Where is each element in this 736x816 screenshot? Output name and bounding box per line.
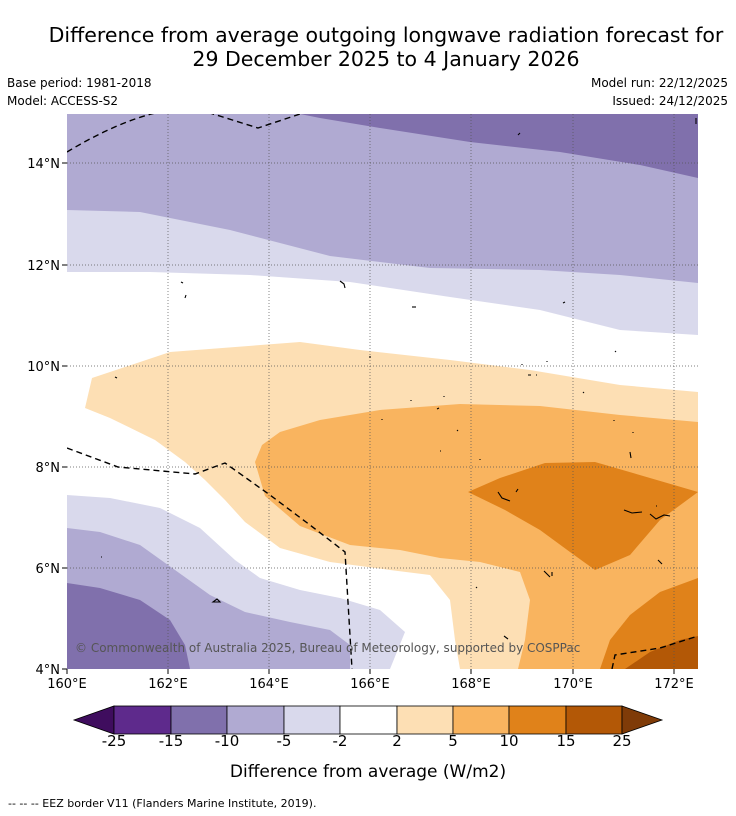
copyright-notice: © Commonwealth of Australia 2025, Bureau…	[75, 641, 581, 655]
model-name: Model: ACCESS-S2	[7, 94, 119, 108]
eez-legend-note: -- -- -- EEZ border V11 (Flanders Marine…	[8, 797, 317, 810]
colorbar-swatch-2	[170, 705, 228, 735]
lat-label-12n: 12°N	[27, 259, 60, 274]
lat-label-6n: 6°N	[36, 562, 61, 577]
colorbar-label: 10	[499, 732, 519, 750]
band-minus10-minus15-north	[300, 114, 698, 178]
colorbar-label: 25	[612, 732, 632, 750]
colorbar-swatch-5	[339, 705, 398, 735]
colorbar-label: 15	[556, 732, 576, 750]
colorbar-swatch-10	[621, 705, 664, 735]
band-minus10-minus15-sw	[67, 583, 190, 669]
lon-label-164e: 164°E	[249, 677, 289, 692]
axis-ticks	[62, 162, 675, 674]
lat-label-8n: 8°N	[36, 461, 61, 476]
issued-date: Issued: 24/12/2025	[612, 94, 728, 108]
colorbar-label: -15	[158, 732, 184, 750]
lat-label-10n: 10°N	[27, 360, 60, 375]
graticule	[67, 114, 698, 669]
band-10-15-central	[468, 462, 698, 570]
colorbar-swatch-6	[396, 705, 454, 735]
colorbar-label: -2	[332, 732, 348, 750]
base-period: Base period: 1981-2018	[7, 76, 152, 90]
colorbar-label: -10	[214, 732, 240, 750]
colorbar-label: -5	[276, 732, 292, 750]
colorbar-swatch-0	[72, 705, 115, 735]
colorbar-swatch-9	[565, 705, 623, 735]
anomaly-field	[67, 114, 698, 669]
colorbar-swatch-1	[113, 705, 172, 735]
lon-label-172e: 172°E	[654, 677, 694, 692]
islands	[101, 118, 697, 640]
map-title-line2: 29 December 2025 to 4 January 2026	[192, 47, 580, 71]
colorbar-label: -25	[101, 732, 127, 750]
lon-label-162e: 162°E	[148, 677, 188, 692]
lon-label-168e: 168°E	[451, 677, 491, 692]
colorbar-swatch-3	[226, 705, 285, 735]
colorbar-label: 5	[448, 732, 458, 750]
band-15-25-se	[625, 636, 698, 669]
map-title-line1: Difference from average outgoing longwav…	[48, 23, 724, 47]
colorbar-swatch-8	[508, 705, 567, 735]
lat-label-14n: 14°N	[27, 157, 60, 172]
colorbar-label: 2	[392, 732, 402, 750]
lon-label-166e: 166°E	[350, 677, 390, 692]
lon-label-160e: 160°E	[47, 677, 87, 692]
lat-label-4n: 4°N	[36, 663, 61, 678]
lon-label-170e: 170°E	[553, 677, 593, 692]
colorbar	[72, 705, 664, 735]
band-minus5-minus10	[67, 114, 698, 283]
colorbar-swatch-7	[452, 705, 510, 735]
eez-borders	[67, 114, 698, 669]
model-run: Model run: 22/12/2025	[590, 76, 728, 90]
colorbar-swatch-4	[283, 705, 341, 735]
colorbar-title: Difference from average (W/m2)	[229, 762, 507, 782]
